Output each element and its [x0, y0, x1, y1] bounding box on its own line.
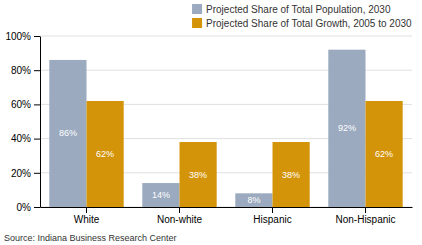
- annotations: Source: Indiana Business Research Center: [4, 233, 177, 243]
- x-tick-mark: [272, 207, 273, 213]
- y-tick: 40%: [11, 133, 40, 144]
- y-tick-mark: [34, 173, 40, 174]
- legend-item: Projected Share of Total Population, 203…: [192, 4, 391, 15]
- y-tick-label: 80%: [11, 65, 31, 76]
- x-tick-label: Non-white: [157, 214, 202, 225]
- x-axis-line: [41, 207, 413, 208]
- data-label: 14%: [152, 190, 170, 200]
- x-tick-mark: [365, 207, 366, 213]
- bars: [49, 50, 402, 207]
- y-tick: 20%: [11, 168, 40, 179]
- legend: Projected Share of Total Population, 203…: [192, 4, 412, 29]
- chart: 86% 14% 8% 92% 62% 38% 38% 62% 0% 20% 40% 60% 80% 100…: [0, 0, 422, 245]
- y-tick-label: 20%: [11, 168, 31, 179]
- bar: [180, 142, 217, 207]
- y-tick-mark: [34, 36, 40, 37]
- y-tick-label: 40%: [11, 133, 31, 144]
- source-note: Source: Indiana Business Research Center: [4, 233, 177, 243]
- data-label: 38%: [189, 170, 207, 180]
- data-label: 92%: [338, 123, 356, 133]
- data-label: 38%: [282, 170, 300, 180]
- bar: [273, 142, 310, 207]
- y-tick: 80%: [11, 65, 40, 76]
- bar: [49, 60, 86, 207]
- y-tick-label: 60%: [11, 99, 31, 110]
- legend-swatch: [192, 4, 202, 14]
- bar: [235, 193, 272, 207]
- y-tick-label: 0%: [17, 202, 32, 213]
- y-tick-label: 100%: [5, 31, 31, 42]
- legend-swatch: [192, 18, 202, 28]
- x-tick: White: [74, 207, 100, 225]
- data-label: 62%: [375, 149, 393, 159]
- x-tick-label: White: [74, 214, 100, 225]
- y-axis-line: [40, 37, 41, 208]
- x-tick-mark: [86, 207, 87, 213]
- grid: [40, 36, 412, 207]
- legend-label: Projected Share of Total Population, 203…: [206, 4, 391, 15]
- grid-line: [40, 36, 412, 37]
- bar-series: [87, 101, 403, 207]
- x-tick-label: Non-Hispanic: [335, 214, 395, 225]
- x-axis: White Non-white Hispanic Non-Hispanic: [41, 207, 413, 225]
- data-label: 8%: [247, 195, 260, 205]
- y-tick-mark: [34, 207, 40, 208]
- x-tick: Non-white: [157, 207, 202, 225]
- plot: 86% 14% 8% 92% 62% 38% 38% 62% 0% 20% 40% 60% 80% 100…: [5, 31, 412, 225]
- bar-series: [49, 50, 365, 207]
- y-tick: 0%: [17, 202, 40, 213]
- y-tick: 100%: [5, 31, 40, 42]
- data-label: 86%: [59, 128, 77, 138]
- data-labels: 86% 14% 8% 92% 62% 38% 38% 62%: [59, 123, 393, 205]
- bar: [87, 101, 124, 207]
- legend-label: Projected Share of Total Growth, 2005 to…: [206, 18, 412, 29]
- y-tick: 60%: [11, 99, 40, 110]
- x-tick-label: Hispanic: [253, 214, 291, 225]
- y-axis: 0% 20% 40% 60% 80% 100%: [5, 31, 40, 213]
- y-tick-mark: [34, 70, 40, 71]
- bar: [366, 101, 403, 207]
- data-label: 62%: [96, 149, 114, 159]
- y-tick-mark: [34, 104, 40, 105]
- x-tick: Non-Hispanic: [335, 207, 395, 225]
- bar: [328, 50, 365, 207]
- x-tick: Hispanic: [253, 207, 291, 225]
- legend-item: Projected Share of Total Growth, 2005 to…: [192, 18, 412, 29]
- x-tick-mark: [179, 207, 180, 213]
- y-tick-mark: [34, 139, 40, 140]
- bar: [142, 183, 179, 207]
